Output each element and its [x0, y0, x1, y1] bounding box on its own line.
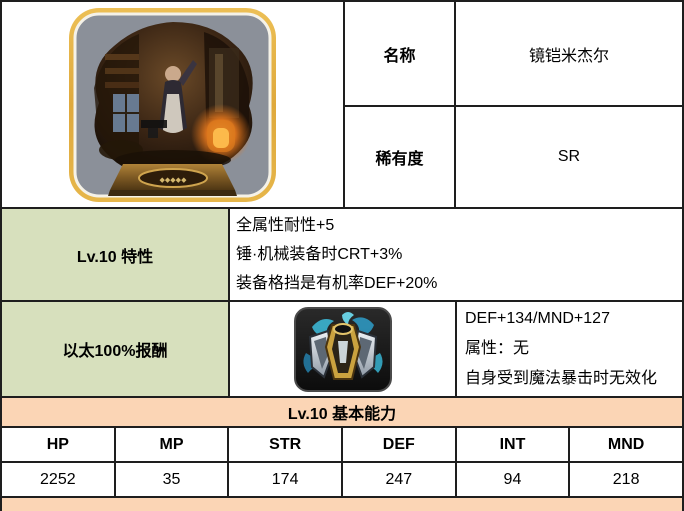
rarity-value: SR	[454, 105, 684, 209]
trait-line: 全属性耐性+5	[236, 217, 335, 234]
name-label: 名称	[343, 0, 456, 107]
reward-label: 以太100%报酬	[0, 300, 230, 398]
name-value: 镜铠米杰尔	[454, 0, 684, 107]
stat-column-mp: MP	[113, 426, 230, 463]
stat-value-mp: 35	[113, 461, 230, 498]
rarity-label: 稀有度	[343, 105, 456, 209]
reward-icon-cell	[228, 300, 457, 398]
artwork-cell: ◆◆◆◆◆	[0, 0, 345, 209]
stat-value-def: 247	[340, 461, 457, 498]
stats-section-header: Lv.10 基本能力	[0, 396, 684, 428]
stats-table: Lv.10 基本能力 HP MP STR DEF INT MND 2252 35…	[0, 396, 684, 511]
trait-line: 装备格挡是有机率DEF+20%	[236, 275, 438, 292]
stat-column-def: DEF	[340, 426, 457, 463]
stat-column-int: INT	[454, 426, 571, 463]
stat-value-mnd: 218	[568, 461, 684, 498]
identity-table: ◆◆◆◆◆ 名称 镜铠米杰尔 稀有度 SR	[0, 0, 684, 209]
traits-label: Lv.10 特性	[0, 207, 230, 302]
reward-line: 自身受到魔法暴击时无效化	[465, 370, 658, 387]
reward-line: DEF+134/MND+127	[465, 310, 610, 327]
stat-value-str: 174	[227, 461, 343, 498]
reward-line: 属性：无	[465, 340, 530, 357]
armor-item-icon	[293, 306, 392, 392]
character-artwork-image: ◆◆◆◆◆	[69, 7, 276, 202]
detail-table: Lv.10 特性 全属性耐性+5 锤·机械装备时CRT+3% 装备格挡是有机率D…	[0, 207, 684, 398]
trait-line: 锤·机械装备时CRT+3%	[236, 246, 403, 263]
next-section-header-cut	[0, 496, 684, 511]
traits-content: 全属性耐性+5 锤·机械装备时CRT+3% 装备格挡是有机率DEF+20%	[228, 207, 684, 302]
stat-value-hp: 2252	[0, 461, 116, 498]
reward-content: DEF+134/MND+127 属性：无 自身受到魔法暴击时无效化	[455, 300, 684, 398]
stat-column-str: STR	[227, 426, 343, 463]
stat-column-hp: HP	[0, 426, 116, 463]
stat-value-int: 94	[454, 461, 571, 498]
svg-text:◆◆◆◆◆: ◆◆◆◆◆	[160, 176, 188, 184]
stat-column-mnd: MND	[568, 426, 684, 463]
